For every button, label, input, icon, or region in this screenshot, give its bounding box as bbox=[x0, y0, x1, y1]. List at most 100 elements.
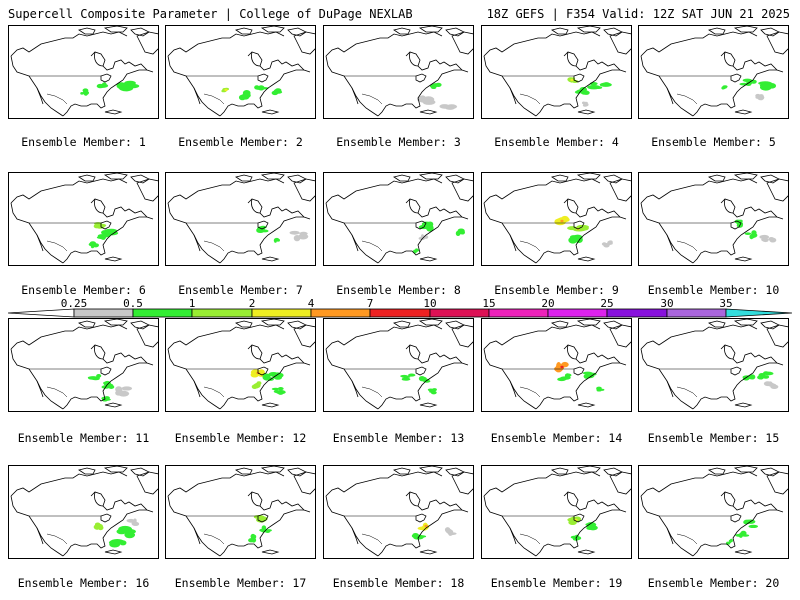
color-scale-tick-label: 0.5 bbox=[123, 297, 143, 310]
ensemble-map-panel bbox=[638, 172, 789, 266]
scp-contour-area bbox=[108, 538, 127, 548]
ensemble-map-panel bbox=[638, 25, 789, 119]
ensemble-map-panel bbox=[481, 172, 632, 266]
ensemble-map-panel bbox=[165, 318, 316, 412]
color-scale-tick-label: 30 bbox=[660, 297, 674, 310]
north-america-map bbox=[640, 26, 788, 117]
map-title: Supercell Composite Parameter | College … bbox=[8, 7, 413, 21]
north-america-map bbox=[167, 319, 315, 410]
color-scale-segment bbox=[369, 308, 431, 318]
ensemble-member-caption: Ensemble Member: 5 bbox=[651, 135, 776, 149]
ensemble-map-panel bbox=[165, 25, 316, 119]
scp-contour-area bbox=[93, 222, 107, 229]
north-america-map bbox=[483, 466, 631, 557]
color-scale-segment bbox=[429, 308, 490, 318]
ensemble-map-panel bbox=[323, 25, 474, 119]
scp-contour-area bbox=[601, 240, 613, 248]
scp-contour-area bbox=[101, 380, 115, 389]
color-scale-tick-label: 2 bbox=[248, 297, 256, 310]
ensemble-member-caption: Ensemble Member: 3 bbox=[336, 135, 461, 149]
scp-contour-area bbox=[80, 88, 90, 96]
ensemble-member-caption: Ensemble Member: 9 bbox=[494, 283, 619, 297]
color-scale-bar bbox=[8, 308, 792, 318]
scp-contour-area bbox=[557, 373, 572, 382]
scp-contour-area bbox=[259, 525, 272, 533]
scp-contour-area bbox=[273, 237, 280, 243]
north-america-map bbox=[325, 466, 473, 557]
color-scale-segment bbox=[251, 308, 312, 318]
north-america-map bbox=[167, 26, 315, 117]
ensemble-map-panel bbox=[638, 465, 789, 559]
scp-contour-area bbox=[251, 381, 262, 389]
north-america-map bbox=[483, 173, 631, 264]
ensemble-member-caption: Ensemble Member: 1 bbox=[21, 135, 146, 149]
scp-contour-area bbox=[101, 396, 111, 402]
north-america-map bbox=[483, 26, 631, 117]
scp-contour-area bbox=[418, 375, 431, 383]
scp-contour-area bbox=[115, 386, 133, 397]
scp-contour-area bbox=[87, 374, 102, 381]
ensemble-member-caption: Ensemble Member: 17 bbox=[174, 576, 307, 590]
scp-contour-area bbox=[554, 215, 570, 226]
scp-contour-area bbox=[757, 371, 774, 380]
scp-contour-area bbox=[418, 221, 434, 232]
color-scale-segment bbox=[547, 308, 608, 318]
ensemble-member-caption: Ensemble Member: 7 bbox=[178, 283, 303, 297]
north-america-map bbox=[167, 173, 315, 264]
north-america-map bbox=[640, 173, 788, 264]
scp-contour-area bbox=[427, 388, 437, 395]
scp-contour-area bbox=[411, 533, 427, 540]
scp-contour-area bbox=[581, 101, 589, 107]
ensemble-map-panel bbox=[8, 465, 159, 559]
scp-contour-area bbox=[582, 371, 597, 379]
scp-contour-area bbox=[755, 93, 765, 101]
scp-contour-area bbox=[417, 95, 436, 105]
scp-contour-area bbox=[221, 87, 230, 93]
color-scale-tick-label: 7 bbox=[366, 297, 374, 310]
valid-time-label: 18Z GEFS | F354 Valid: 12Z SAT JUN 21 20… bbox=[486, 7, 790, 21]
color-scale-tick-label: 20 bbox=[541, 297, 555, 310]
scp-contour-area bbox=[574, 87, 590, 95]
ensemble-map-panel bbox=[481, 25, 632, 119]
north-america-map bbox=[10, 319, 158, 410]
scp-contour-area bbox=[93, 522, 104, 531]
scp-contour-area bbox=[444, 527, 457, 536]
ensemble-member-caption: Ensemble Member: 10 bbox=[647, 283, 780, 297]
ensemble-member-caption: Ensemble Member: 19 bbox=[490, 576, 623, 590]
scp-contour-area bbox=[759, 234, 777, 243]
color-scale-segment bbox=[310, 308, 371, 318]
north-america-map bbox=[483, 319, 631, 410]
north-america-map bbox=[10, 173, 158, 264]
ensemble-member-caption: Ensemble Member: 8 bbox=[336, 283, 461, 297]
scp-contour-area bbox=[744, 230, 758, 240]
scp-contour-area bbox=[743, 519, 759, 529]
ensemble-member-caption: Ensemble Member: 16 bbox=[17, 576, 150, 590]
ensemble-member-caption: Ensemble Member: 14 bbox=[490, 431, 623, 445]
scp-contour-area bbox=[455, 228, 465, 236]
scp-contour-area bbox=[116, 80, 140, 92]
ensemble-map-panel bbox=[8, 172, 159, 266]
color-scale-tick-label: 15 bbox=[482, 297, 496, 310]
scp-contour-area bbox=[116, 525, 136, 539]
ensemble-map-panel bbox=[323, 318, 474, 412]
ensemble-member-caption: Ensemble Member: 18 bbox=[332, 576, 465, 590]
scp-contour-area bbox=[596, 386, 605, 392]
color-scale-segment bbox=[73, 308, 134, 318]
scp-contour-area bbox=[271, 386, 286, 395]
north-america-map bbox=[640, 319, 788, 410]
scp-contour-area bbox=[758, 81, 777, 91]
color-scale-tick-label: 0.25 bbox=[60, 297, 88, 310]
color-scale-tick-label: 4 bbox=[307, 297, 315, 310]
ensemble-map-panel bbox=[481, 318, 632, 412]
color-scale-segment bbox=[132, 308, 193, 318]
ensemble-member-caption: Ensemble Member: 2 bbox=[178, 135, 303, 149]
ensemble-map-panel bbox=[323, 465, 474, 559]
scp-contour-area bbox=[248, 533, 257, 543]
ensemble-member-caption: Ensemble Member: 15 bbox=[647, 431, 780, 445]
scp-contour-area bbox=[417, 522, 430, 531]
scp-contour-area bbox=[585, 522, 598, 531]
ensemble-member-caption: Ensemble Member: 4 bbox=[494, 135, 619, 149]
north-america-map bbox=[10, 26, 158, 117]
scp-contour-area bbox=[735, 530, 750, 538]
scp-contour-area bbox=[271, 88, 283, 96]
